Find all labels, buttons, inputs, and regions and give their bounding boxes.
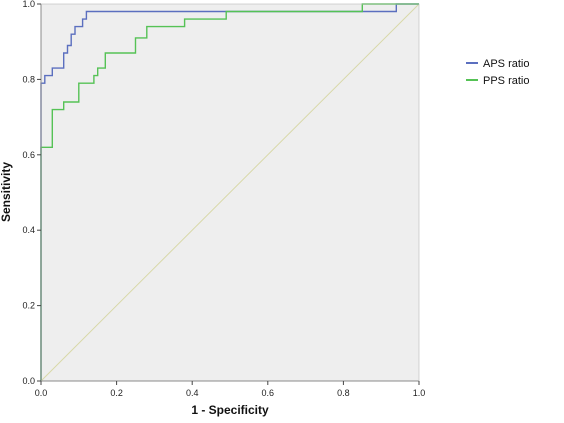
y-tick-label: 0.2 [22,301,35,311]
reference-diagonal-line [40,3,420,382]
legend-label-aps-ratio: APS ratio [483,58,529,70]
plot-frame [40,3,420,382]
legend: APS ratio PPS ratio [466,58,529,87]
x-tick-label: 0.2 [110,388,123,398]
x-tick-label: 1.0 [413,388,426,398]
y-tick-label: 0.0 [22,376,35,386]
x-axis-title: 1 - Specificity [191,403,269,417]
legend-label-pps-ratio: PPS ratio [483,75,529,87]
y-tick-label: 1.0 [22,0,35,9]
series-line-aps-ratio [40,3,419,381]
x-tick-label: 0.6 [262,388,275,398]
x-tick-label: 0.4 [186,388,199,398]
y-tick-label: 0.8 [22,74,35,84]
x-tick-label: 0.0 [35,388,48,398]
x-tick-label: 0.8 [337,388,350,398]
series-line-pps-ratio [40,3,419,381]
y-tick-label: 0.4 [22,225,35,235]
y-tick-label: 0.6 [22,150,35,160]
y-axis-title: Sensitivity [0,162,13,222]
